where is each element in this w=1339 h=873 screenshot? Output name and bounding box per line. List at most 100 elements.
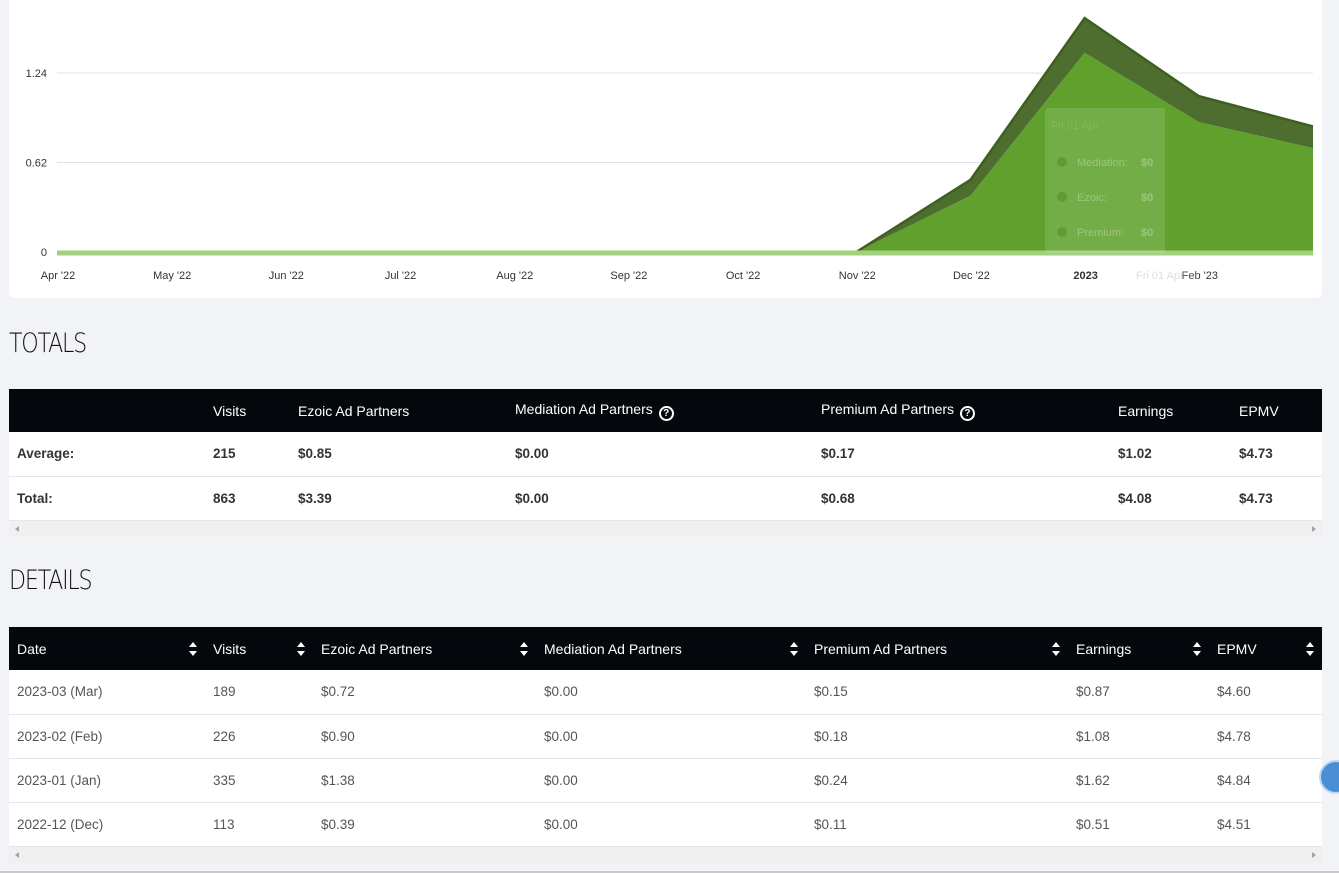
cell-visits: 335 xyxy=(205,758,313,803)
cell-earnings: $1.08 xyxy=(1068,714,1209,759)
details-table: Date Visits Ezoic Ad Partners Mediation … xyxy=(9,627,1322,863)
y-tick-label: 0.62 xyxy=(26,158,47,170)
cell-mediation: $0.00 xyxy=(536,802,806,847)
sort-by-premium[interactable]: Premium Ad Partners xyxy=(806,627,1068,670)
totals-header-visits: Visits xyxy=(213,402,247,419)
tooltip-marker xyxy=(1057,157,1067,167)
totals-table: Visits Ezoic Ad Partners Mediation Ad Pa… xyxy=(9,389,1322,537)
x-tick-label: Jul '22 xyxy=(385,270,416,282)
cell-date: 2022-12 (Dec) xyxy=(9,802,205,847)
question-circle-icon[interactable]: ? xyxy=(658,405,674,421)
sort-by-visits[interactable]: Visits xyxy=(205,627,313,670)
sort-arrows-icon[interactable] xyxy=(297,640,305,658)
cell-earnings: $1.62 xyxy=(1068,758,1209,803)
totals-header-premium: Premium Ad Partners ? xyxy=(813,389,1110,432)
totals-header-row: Visits Ezoic Ad Partners Mediation Ad Pa… xyxy=(9,389,1322,432)
x-tick-label: Jun '22 xyxy=(269,270,304,282)
table-row: 2023-03 (Mar) 189 $0.72 $0.00 $0.15 $0.8… xyxy=(9,670,1322,715)
cell-label: Total: xyxy=(9,476,205,521)
table-row: 2023-01 (Jan) 335 $1.38 $0.00 $0.24 $1.6… xyxy=(9,758,1322,803)
tooltip-row-value: $0 xyxy=(1141,157,1153,169)
cell-earnings: $1.02 xyxy=(1110,432,1231,477)
table-row: 2022-12 (Dec) 113 $0.39 $0.00 $0.11 $0.5… xyxy=(9,802,1322,847)
question-circle-icon[interactable]: ? xyxy=(959,405,975,421)
cell-epmv: $4.73 xyxy=(1231,432,1322,477)
cell-date: 2023-03 (Mar) xyxy=(9,670,205,715)
details-header-date: Date xyxy=(17,640,47,657)
cell-premium: $0.17 xyxy=(813,432,1110,477)
sort-arrows-icon[interactable] xyxy=(1052,640,1060,658)
cell-earnings: $0.51 xyxy=(1068,802,1209,847)
totals-header-earnings: Earnings xyxy=(1118,402,1174,419)
scroll-right-arrow-icon[interactable] xyxy=(1312,525,1316,532)
cell-visits: 215 xyxy=(205,432,290,477)
cell-premium: $0.15 xyxy=(806,670,1068,715)
totals-horizontal-scrollbar[interactable] xyxy=(9,520,1322,537)
sort-arrows-icon[interactable] xyxy=(189,640,197,658)
cell-premium: $0.11 xyxy=(806,802,1068,847)
chat-bubble-icon[interactable] xyxy=(1319,760,1339,794)
totals-header-label xyxy=(9,389,205,432)
details-horizontal-scrollbar[interactable] xyxy=(9,846,1322,863)
details-header-premium: Premium Ad Partners xyxy=(814,640,948,657)
y-tick-label: 1.24 xyxy=(26,68,47,80)
y-tick-label: 0 xyxy=(41,247,47,259)
cell-premium: $0.18 xyxy=(806,714,1068,759)
cell-ezoic: $1.38 xyxy=(313,758,536,803)
sort-by-epmv[interactable]: EPMV xyxy=(1209,627,1322,670)
cell-visits: 189 xyxy=(205,670,313,715)
area-series-premium xyxy=(57,52,1313,253)
cell-mediation: $0.00 xyxy=(507,432,813,477)
totals-row-average: Average: 215 $0.85 $0.00 $0.17 $1.02 $4.… xyxy=(9,432,1322,477)
tooltip-title: Fri 01 Apr xyxy=(1051,120,1099,132)
tooltip-row-label: Ezoic: xyxy=(1077,192,1107,204)
sort-arrows-icon[interactable] xyxy=(790,640,798,658)
details-header-earnings: Earnings xyxy=(1076,640,1132,657)
cell-ezoic: $0.72 xyxy=(313,670,536,715)
sort-arrows-icon[interactable] xyxy=(520,640,528,658)
cell-ezoic: $0.90 xyxy=(313,714,536,759)
cell-epmv: $4.78 xyxy=(1209,714,1322,759)
x-tick-label: Aug '22 xyxy=(496,270,533,282)
cell-visits: 863 xyxy=(205,476,290,521)
x-tick-label: Oct '22 xyxy=(726,270,761,282)
cell-date: 2023-02 (Feb) xyxy=(9,714,205,759)
sort-by-date[interactable]: Date xyxy=(9,627,205,670)
tooltip-box xyxy=(1045,108,1165,253)
cell-visits: 113 xyxy=(205,802,313,847)
x-tick-label: Sep '22 xyxy=(610,270,647,282)
sort-arrows-icon[interactable] xyxy=(1306,640,1314,658)
sort-by-earnings[interactable]: Earnings xyxy=(1068,627,1209,670)
details-header-mediation: Mediation Ad Partners xyxy=(544,640,682,657)
cell-label: Average: xyxy=(9,432,205,477)
scroll-right-arrow-icon[interactable] xyxy=(1312,851,1316,858)
x-tick-label: Feb '23 xyxy=(1182,270,1218,282)
earnings-area-chart[interactable]: 0 0.62 1.24 Apr '22 May '22 Jun '22 Jul '22 Aug… xyxy=(9,0,1322,298)
totals-header-ezoic: Ezoic Ad Partners xyxy=(298,402,410,419)
details-header-ezoic: Ezoic Ad Partners xyxy=(321,640,433,657)
x-tick-label: Dec '22 xyxy=(953,270,990,282)
table-row: 2023-02 (Feb) 226 $0.90 $0.00 $0.18 $1.0… xyxy=(9,714,1322,759)
tooltip-marker xyxy=(1057,227,1067,237)
page-bottom-divider xyxy=(0,871,1339,873)
cell-mediation: $0.00 xyxy=(507,476,813,521)
totals-header-mediation-label: Mediation Ad Partners xyxy=(515,400,653,417)
details-header-row: Date Visits Ezoic Ad Partners Mediation … xyxy=(9,627,1322,670)
scroll-left-arrow-icon[interactable] xyxy=(15,851,19,858)
details-section-title: DETAILS xyxy=(9,565,93,596)
tooltip-row-value: $0 xyxy=(1141,227,1153,239)
cell-epmv: $4.60 xyxy=(1209,670,1322,715)
sort-by-mediation[interactable]: Mediation Ad Partners xyxy=(536,627,806,670)
x-tick-label: Nov '22 xyxy=(839,270,876,282)
x-tick-label: 2023 xyxy=(1073,270,1097,282)
cell-premium: $0.68 xyxy=(813,476,1110,521)
totals-section-title: TOTALS xyxy=(9,328,87,359)
scroll-left-arrow-icon[interactable] xyxy=(15,525,19,532)
sort-by-ezoic[interactable]: Ezoic Ad Partners xyxy=(313,627,536,670)
totals-header-epmv: EPMV xyxy=(1239,402,1279,419)
sort-arrows-icon[interactable] xyxy=(1193,640,1201,658)
cell-epmv: $4.84 xyxy=(1209,758,1322,803)
cell-ezoic: $0.85 xyxy=(290,432,507,477)
totals-header-mediation: Mediation Ad Partners ? xyxy=(507,389,813,432)
tooltip-row-label: Mediation: xyxy=(1077,157,1128,169)
